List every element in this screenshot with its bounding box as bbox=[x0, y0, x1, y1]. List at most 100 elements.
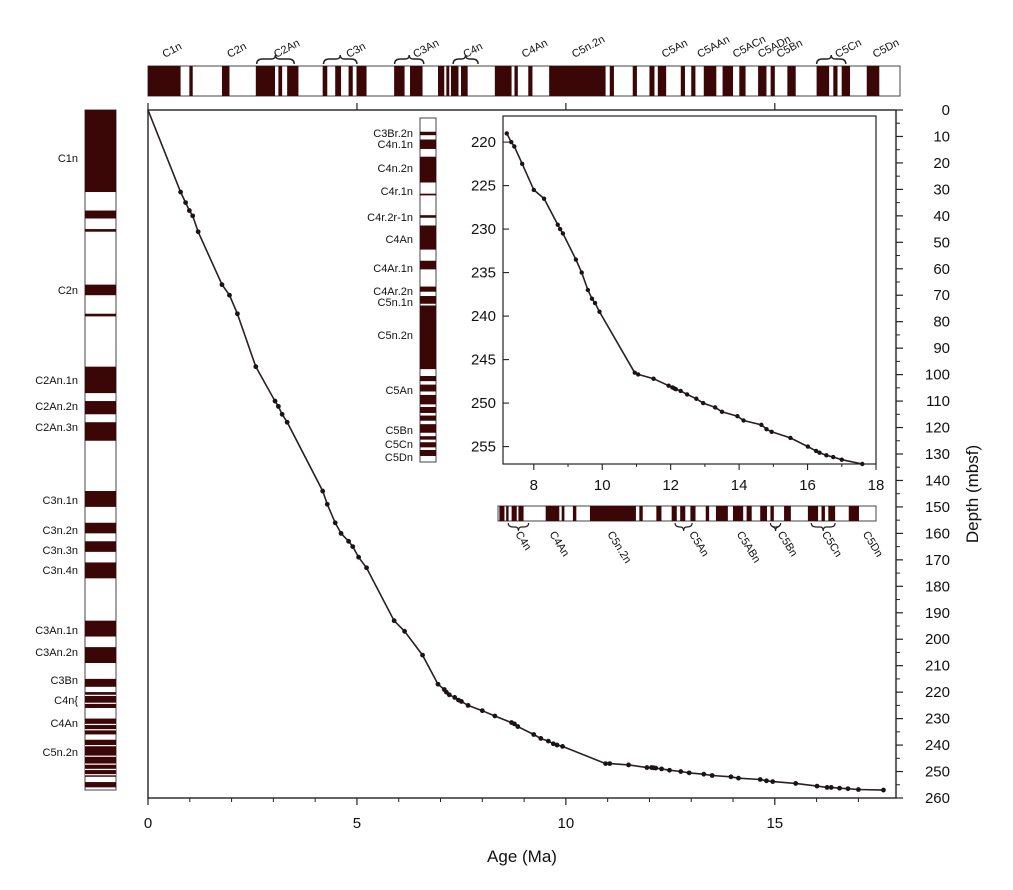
data-point bbox=[603, 761, 608, 766]
data-point bbox=[356, 554, 362, 560]
y-tick-label: 50 bbox=[933, 234, 950, 251]
normal-polarity-band bbox=[460, 66, 468, 96]
reversed-stripe bbox=[85, 723, 116, 726]
data-point bbox=[770, 779, 776, 784]
normal-polarity-band bbox=[821, 506, 825, 521]
inset-x-tick-label: 16 bbox=[799, 477, 816, 494]
normal-polarity-band bbox=[420, 193, 436, 196]
normal-polarity-band bbox=[816, 66, 830, 96]
normal-polarity-band bbox=[722, 66, 734, 96]
inset-data-point bbox=[635, 372, 641, 377]
inset-data-point bbox=[531, 187, 536, 193]
y-axis-label: Depth (mbsf) bbox=[963, 445, 982, 543]
y-tick-label: 190 bbox=[925, 605, 950, 622]
normal-polarity-band bbox=[420, 225, 436, 250]
normal-polarity-band bbox=[85, 491, 116, 507]
normal-polarity-band bbox=[322, 66, 328, 96]
inset-data-point bbox=[712, 405, 718, 410]
data-point bbox=[644, 765, 650, 770]
y-tick-label: 200 bbox=[925, 631, 950, 648]
reversed-stripe bbox=[85, 702, 116, 704]
bottom-chron-label: C5Dn bbox=[860, 529, 885, 559]
chron-brace bbox=[393, 54, 425, 65]
data-point bbox=[793, 781, 799, 786]
left-chron-label: C3n.1n bbox=[43, 495, 78, 507]
inset-data-point bbox=[560, 231, 566, 236]
data-point bbox=[538, 736, 544, 741]
normal-polarity-band bbox=[410, 66, 423, 96]
normal-polarity-band bbox=[609, 66, 614, 96]
left-chron-label: C1n bbox=[58, 153, 78, 165]
data-point bbox=[227, 292, 232, 298]
data-point bbox=[420, 652, 425, 658]
inset-data-point bbox=[759, 422, 764, 428]
left-chron-label: C2n bbox=[58, 285, 78, 297]
normal-polarity-band bbox=[639, 506, 643, 521]
normal-polarity-band bbox=[438, 66, 445, 96]
inset-data-point bbox=[735, 413, 740, 419]
chron-brace bbox=[674, 522, 693, 532]
data-point bbox=[824, 785, 830, 790]
y-tick-label: 40 bbox=[933, 208, 950, 225]
inset-data-point bbox=[541, 196, 547, 201]
inset-data-point bbox=[666, 383, 671, 388]
y-tick-label: 90 bbox=[933, 340, 950, 357]
data-point bbox=[757, 777, 763, 782]
y-tick-label: 10 bbox=[933, 128, 950, 145]
inset-data-point bbox=[592, 300, 598, 306]
left-chron-label: C2An.2n bbox=[35, 401, 78, 413]
normal-polarity-band bbox=[705, 506, 710, 521]
inset-x-tick-label: 8 bbox=[530, 477, 538, 494]
data-point bbox=[452, 695, 458, 700]
inset-data-point bbox=[694, 396, 699, 401]
inset-data-point bbox=[839, 457, 844, 462]
normal-polarity-band bbox=[828, 506, 836, 521]
reversed-stripe bbox=[85, 774, 116, 776]
main-age-depth-plot: 0 5 10 150102030405060708090100110120130140… bbox=[144, 102, 982, 866]
y-tick-label: 260 bbox=[925, 790, 950, 807]
normal-polarity-band bbox=[848, 506, 859, 521]
inset-y-tick-label: 245 bbox=[471, 352, 496, 369]
top-chron-label: C3n bbox=[344, 41, 367, 61]
normal-polarity-band bbox=[221, 66, 230, 96]
normal-polarity-band bbox=[450, 66, 459, 96]
top-chron-label: C5An bbox=[660, 37, 690, 61]
y-tick-label: 80 bbox=[933, 314, 950, 331]
data-point bbox=[190, 213, 196, 219]
age-depth-series-line bbox=[147, 109, 884, 791]
data-point bbox=[235, 311, 240, 317]
y-tick-label: 130 bbox=[925, 446, 950, 463]
normal-polarity-band bbox=[680, 506, 686, 521]
inset-data-point bbox=[788, 435, 793, 441]
inset-y-tick-label: 240 bbox=[471, 308, 496, 325]
normal-polarity-band bbox=[657, 66, 667, 96]
inset-y-tick-label: 250 bbox=[471, 395, 496, 412]
inset-data-point bbox=[813, 448, 819, 454]
data-point bbox=[284, 419, 290, 425]
normal-polarity-band bbox=[278, 66, 283, 96]
data-point bbox=[545, 738, 551, 744]
normal-polarity-band bbox=[691, 66, 696, 96]
y-tick-label: 30 bbox=[933, 181, 950, 198]
normal-polarity-band bbox=[715, 506, 728, 521]
data-point bbox=[391, 618, 397, 624]
x-tick-label: 10 bbox=[558, 815, 575, 832]
inset-chron-label: C5n.2n bbox=[378, 330, 413, 342]
top-chron-label: C5Dn bbox=[871, 37, 901, 61]
normal-polarity-band bbox=[656, 506, 662, 521]
y-tick-label: 70 bbox=[933, 287, 950, 304]
normal-polarity-band bbox=[446, 66, 450, 96]
inset-chron-label: C5An bbox=[385, 385, 413, 397]
inset-data-point bbox=[673, 386, 679, 392]
data-point bbox=[736, 775, 741, 781]
data-point bbox=[515, 724, 521, 729]
data-point bbox=[814, 783, 820, 789]
normal-polarity-band bbox=[833, 66, 838, 96]
normal-polarity-band bbox=[420, 406, 436, 413]
data-point bbox=[492, 713, 498, 719]
inset-data-point bbox=[585, 287, 591, 293]
data-point bbox=[338, 530, 344, 536]
data-point bbox=[346, 538, 351, 544]
data-point bbox=[465, 702, 471, 708]
normal-polarity-band bbox=[746, 506, 752, 521]
